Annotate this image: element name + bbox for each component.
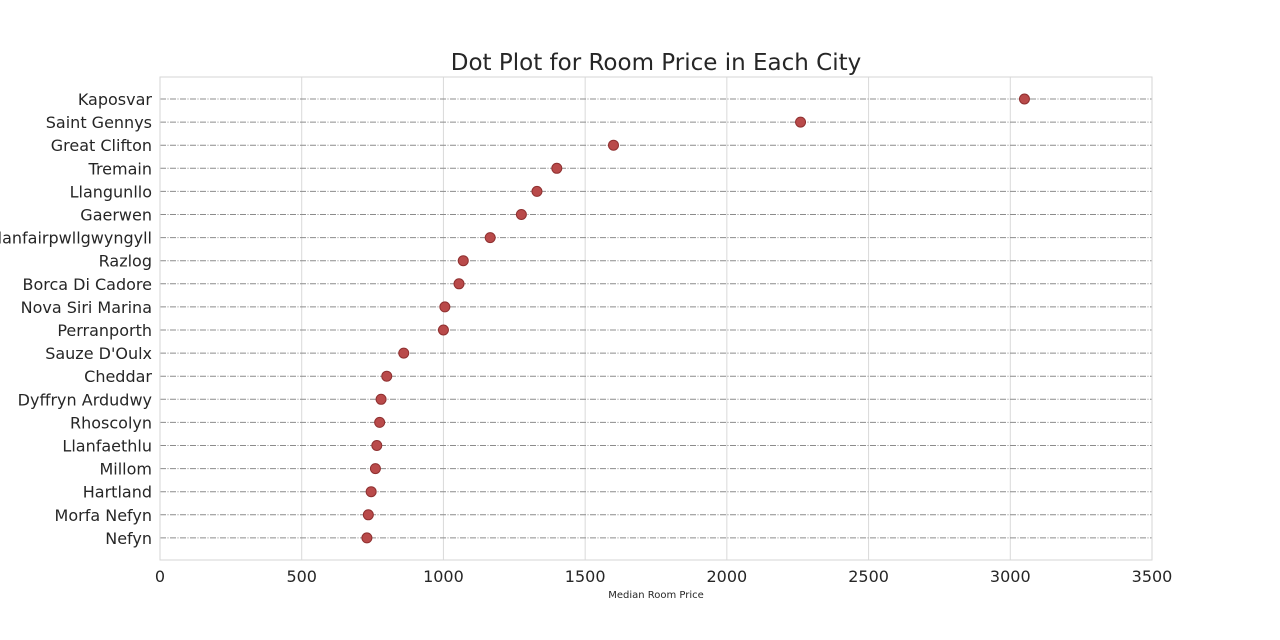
data-point — [398, 347, 410, 359]
data-point — [371, 440, 383, 451]
data-point — [531, 185, 543, 197]
y-tick-label: Razlog — [99, 252, 152, 271]
y-tick-label: Cheddar — [84, 367, 152, 386]
x-tick-label: 1500 — [565, 567, 606, 586]
y-tick-label: Tremain — [88, 159, 152, 178]
x-tick-label: 3000 — [990, 567, 1031, 586]
data-points — [361, 93, 1030, 544]
y-tick-label: Llanfairpwllgwyngyll — [0, 229, 152, 248]
y-tick-label: Sauze D'Oulx — [45, 344, 152, 363]
y-tick-label: Llangunllo — [70, 182, 152, 201]
y-tick-label: Hartland — [83, 483, 152, 502]
data-point — [1018, 93, 1030, 105]
y-tick-label: Nefyn — [105, 529, 152, 548]
data-point — [374, 416, 386, 428]
data-point — [365, 486, 377, 498]
x-tick-label: 2000 — [706, 567, 747, 586]
x-tick-label: 3500 — [1132, 567, 1173, 586]
data-point — [457, 255, 469, 267]
x-tick-label: 0 — [155, 567, 165, 586]
y-tick-label: Perranporth — [57, 321, 152, 340]
data-point — [607, 139, 619, 151]
data-point — [437, 324, 449, 336]
y-tick-label: Nova Siri Marina — [21, 298, 152, 317]
y-tick-label: Saint Gennys — [46, 113, 152, 132]
x-tick-labels: 0 500 1000 1500 2000 2500 3000 3500 — [155, 567, 1172, 586]
category-lines — [160, 98, 1152, 539]
y-tick-labels: Kaposvar Saint Gennys Great Clifton Tremain… — [0, 90, 152, 548]
data-point — [381, 370, 393, 382]
x-tick-label: 1000 — [423, 567, 464, 586]
y-tick-label: Rhoscolyn — [70, 413, 152, 432]
y-tick-label: Kaposvar — [78, 90, 153, 109]
data-point — [361, 532, 373, 544]
grid-layer — [159, 77, 1153, 560]
data-point — [362, 509, 374, 521]
data-point — [551, 162, 563, 174]
x-tick-label: 2500 — [848, 567, 889, 586]
y-tick-label: Gaerwen — [80, 206, 152, 225]
y-tick-label: Morfa Nefyn — [55, 506, 152, 525]
plot-frame — [159, 76, 1153, 561]
data-point — [484, 232, 496, 244]
x-axis-label: Median Room Price — [608, 590, 704, 601]
y-tick-label: Millom — [99, 460, 152, 479]
chart-title: Dot Plot for Room Price in Each City — [451, 50, 861, 76]
data-point — [795, 116, 807, 128]
y-tick-label: Great Clifton — [51, 136, 152, 155]
data-point — [369, 463, 381, 475]
y-tick-label: Llanfaethlu — [62, 437, 152, 456]
data-point — [375, 393, 387, 405]
data-point — [453, 278, 465, 290]
data-point — [515, 209, 527, 220]
y-tick-label: Dyffryn Ardudwy — [18, 390, 152, 409]
data-point — [439, 301, 451, 313]
y-tick-label: Borca Di Cadore — [22, 275, 152, 294]
x-tick-label: 500 — [286, 567, 317, 586]
